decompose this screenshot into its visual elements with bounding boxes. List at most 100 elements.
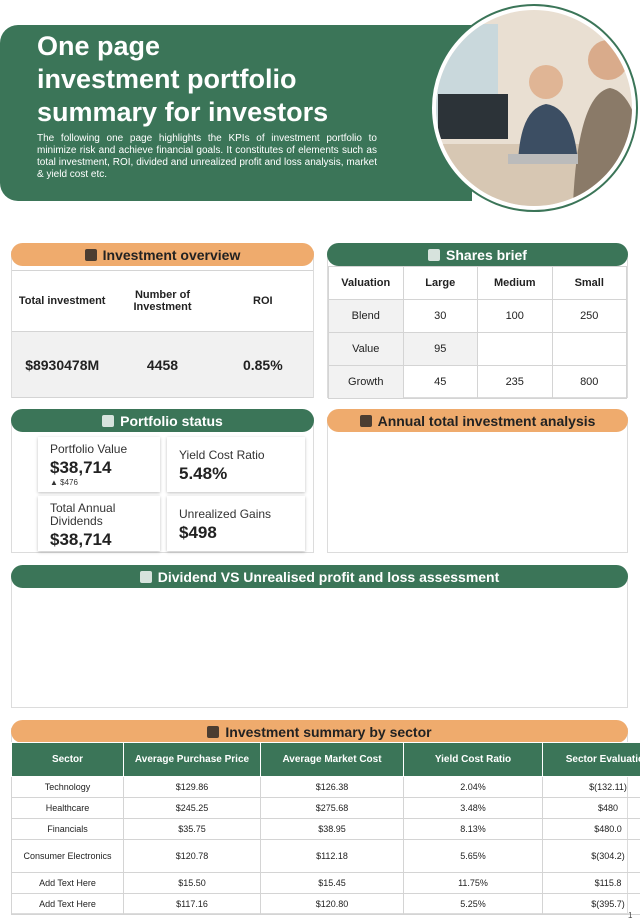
panel-header: Investment summary by sector xyxy=(11,720,628,743)
table-cell: 2.04% xyxy=(403,776,543,798)
table-cell: Technology xyxy=(11,776,124,798)
table-cell: $480.0 xyxy=(542,818,640,840)
icon xyxy=(207,725,220,738)
panel-header: Annual total investment analysis xyxy=(327,409,628,432)
table-cell: $480 xyxy=(542,797,640,819)
table-cell: ROI xyxy=(212,270,313,332)
panel-title: Annual total investment analysis xyxy=(377,412,596,429)
kpi-value: 5.48% xyxy=(179,464,228,483)
table-row: Add Text Here $117.16 $120.80 5.25% $(395.7) xyxy=(11,893,640,915)
table-row: Healthcare $245.25 $275.68 3.48% $480 xyxy=(11,797,640,819)
shares-table: Valuation Large Medium Small Blend 30 100 250 Va… xyxy=(328,266,627,399)
table-cell: $(304.2) xyxy=(542,839,640,873)
table-cell: 45 xyxy=(402,365,478,399)
table-cell: $(395.7) xyxy=(542,893,640,915)
table-cell: 100 xyxy=(477,299,553,333)
table-cell: $38.95 xyxy=(260,818,404,840)
table-row: Growth 45 235 800 xyxy=(328,365,627,399)
icon xyxy=(139,570,152,583)
kpi-value: $498 xyxy=(179,523,217,542)
table-row: Value 95 xyxy=(328,332,627,366)
table-cell: $115.8 xyxy=(542,872,640,894)
kpi-label: Portfolio Value xyxy=(50,442,128,456)
table-cell: Value xyxy=(328,332,404,366)
table-cell: Total investment xyxy=(12,270,113,332)
table-cell: $15.45 xyxy=(260,872,404,894)
table-cell: 95 xyxy=(402,332,478,366)
table-cell: Consumer Electronics xyxy=(11,839,124,873)
table-cell: $35.75 xyxy=(123,818,261,840)
table-cell: Average Market Cost xyxy=(260,742,404,777)
table-cell: $120.80 xyxy=(260,893,404,915)
title-line: investment portfolio xyxy=(37,64,297,94)
table-cell: Healthcare xyxy=(11,797,124,819)
panel-title: Shares brief xyxy=(446,246,527,263)
table-cell: 235 xyxy=(477,365,553,399)
kpi-card: Total Annual Dividends $38,714 xyxy=(38,496,160,551)
panel-header: Portfolio status xyxy=(11,409,314,432)
table-cell: $120.78 xyxy=(123,839,261,873)
description: The following one page highlights the KP… xyxy=(37,133,377,180)
table-cell: Medium xyxy=(477,266,553,300)
table-cell: 250 xyxy=(551,299,627,333)
table-cell: $275.68 xyxy=(260,797,404,819)
panel-title: Dividend VS Unrealised profit and loss a… xyxy=(157,568,500,585)
table-cell: 3.48% xyxy=(403,797,543,819)
table-cell: 4458 xyxy=(112,331,213,398)
kpi-value: $38,714 xyxy=(50,530,112,549)
kpi-label: Yield Cost Ratio xyxy=(179,448,265,462)
panel-header: Investment overview xyxy=(11,243,314,266)
table-cell: 5.65% xyxy=(403,839,543,873)
kpi-card: Portfolio Value $38,714 ▲ $476 xyxy=(38,437,160,492)
icon xyxy=(84,248,97,261)
table-cell: $112.18 xyxy=(260,839,404,873)
table-row: Valuation Large Medium Small xyxy=(328,266,627,300)
table-row: Total investment Number of Investment ROI xyxy=(12,270,313,332)
panel-title: Investment overview xyxy=(102,246,241,263)
panel xyxy=(11,573,628,708)
page-number: 1 xyxy=(628,911,633,920)
panel-title: Investment summary by sector xyxy=(225,723,432,740)
page-title: One page investment portfolio summary for … xyxy=(37,30,417,129)
table-row: Add Text Here $15.50 $15.45 11.75% $115.8 xyxy=(11,872,640,894)
table-cell xyxy=(477,332,553,366)
kpi-card: Yield Cost Ratio 5.48% xyxy=(167,437,305,492)
table-cell: 800 xyxy=(551,365,627,399)
table-cell: $117.16 xyxy=(123,893,261,915)
table-cell: $129.86 xyxy=(123,776,261,798)
photo xyxy=(430,4,638,212)
table-cell: Valuation xyxy=(328,266,404,300)
title-line: One page xyxy=(37,31,161,61)
table-cell: $(132.11) xyxy=(542,776,640,798)
table-cell: $15.50 xyxy=(123,872,261,894)
icon xyxy=(359,414,372,427)
kpi-card: Unrealized Gains $498 xyxy=(167,496,305,551)
sector-table: Sector Average Purchase Price Average Mark… xyxy=(11,742,640,915)
table-cell: 11.75% xyxy=(403,872,543,894)
kpi-change: ▲ $476 xyxy=(50,478,148,487)
table-row: Consumer Electronics $120.78 $112.18 5.65% $… xyxy=(11,839,640,873)
table-cell: Yield Cost Ratio xyxy=(403,742,543,777)
panel xyxy=(327,417,628,553)
table-cell: 8.13% xyxy=(403,818,543,840)
table-cell: Add Text Here xyxy=(11,893,124,915)
table-cell: $245.25 xyxy=(123,797,261,819)
table-cell: Financials xyxy=(11,818,124,840)
table-row: $8930478M 4458 0.85% xyxy=(12,331,313,398)
table-cell: Growth xyxy=(328,365,404,399)
kpi-label: Unrealized Gains xyxy=(179,507,272,521)
icon xyxy=(102,414,115,427)
title-line: summary for investors xyxy=(37,97,329,127)
panel-header: Shares brief xyxy=(327,243,628,266)
table-row: Financials $35.75 $38.95 8.13% $480.0 xyxy=(11,818,640,840)
table-cell: Sector Evaluation xyxy=(542,742,640,777)
table-cell: Add Text Here xyxy=(11,872,124,894)
table-cell: Blend xyxy=(328,299,404,333)
table-cell xyxy=(551,332,627,366)
table-cell: $8930478M xyxy=(12,331,113,398)
table-cell: Average Purchase Price xyxy=(123,742,261,777)
table-cell: Sector xyxy=(11,742,124,777)
kpi-label: Total Annual Dividends xyxy=(50,501,116,528)
table-row: Sector Average Purchase Price Average Mark… xyxy=(11,742,640,777)
